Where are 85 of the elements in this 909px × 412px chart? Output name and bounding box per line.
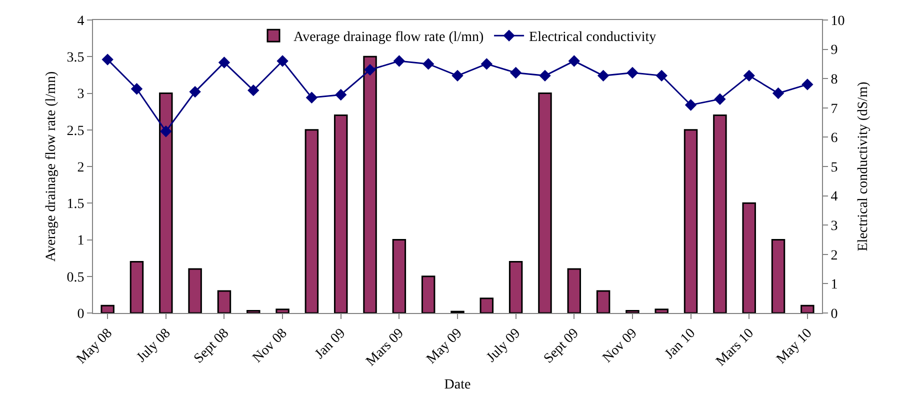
y-tick-label: 1 [77,234,84,249]
legend-label: Average drainage flow rate (l/mn) [294,30,484,46]
point [130,83,143,95]
bar [363,56,377,313]
y2-tick-label: 3 [830,219,838,234]
bar [654,308,668,313]
y2-tick-label: 9 [830,43,838,58]
point [568,55,580,67]
bar [800,304,814,313]
x-tick-label: May 10 [774,326,816,368]
y-tick-label: 3.5 [66,50,84,66]
y2-tick-label: 1 [830,278,838,293]
point [539,70,551,82]
bar [100,304,114,313]
x-tick-label: Nov 09 [600,326,640,366]
point [160,125,172,138]
point [276,55,288,67]
bar [188,268,202,313]
point [743,70,755,82]
bar [684,129,698,313]
bar [596,290,610,313]
bar [567,268,582,313]
point [656,70,668,82]
y2-tick-label: 4 [830,190,838,205]
point [335,88,347,101]
point [422,58,434,70]
point [452,70,464,82]
y2-axis-title: Electrical conductivity (dS/m) [856,81,871,252]
y-axis-title: Average drainage flow rate (l/mn) [44,71,59,262]
bar [742,202,756,313]
y2-tick-label: 5 [830,160,838,176]
x-tick-label: May 08 [74,326,116,368]
y-tick-label: 0.5 [66,270,84,286]
y-tick-label: 0 [77,306,84,322]
legend-label: Electrical conductivity [529,30,656,46]
bar [538,92,552,313]
y-tick-label: 2.5 [66,124,84,139]
point [248,84,260,96]
bar [713,114,727,313]
y2-tick-label: 0 [830,306,838,322]
x-tick-label: Nov 08 [250,326,290,366]
x-tick-label: Jan 09 [312,326,349,362]
y-tick-label: 3 [77,87,84,102]
bar [480,298,494,313]
x-tick-label: May 09 [424,326,466,368]
point [626,66,638,79]
point [510,66,522,79]
point [102,54,114,66]
bar [421,276,436,313]
bar [771,239,786,313]
point [393,55,406,67]
point [306,92,318,104]
y2-tick-label: 6 [830,131,838,146]
x-tick-label: Sept 08 [191,326,232,367]
y2-tick-label: 7 [830,102,838,117]
point [684,99,697,111]
bar [246,310,260,313]
x-tick-label: July 08 [134,326,174,366]
bar [392,239,406,313]
bar [508,260,523,313]
point [714,93,726,105]
point [218,56,230,68]
y2-tick-label: 10 [830,14,845,29]
y2-tick-label: 8 [830,72,838,88]
x-tick-label: July 09 [484,326,524,366]
bar [217,290,232,313]
bar [130,260,144,313]
bar [276,308,290,313]
point [480,58,493,70]
y-tick-label: 2 [77,160,84,176]
x-tick-label: Jan 10 [662,326,699,362]
point [597,70,610,82]
bar [304,129,319,313]
x-tick-label: Sept 09 [541,326,582,367]
y-tick-label: 4 [77,14,84,29]
point [189,86,201,98]
y-tick-label: 1.5 [66,197,84,212]
point [772,87,784,100]
bar [626,310,640,313]
point [364,64,376,76]
bar [159,92,173,313]
point [802,78,814,90]
x-axis-title: Date [444,378,471,393]
bar [334,114,348,313]
y2-tick-label: 2 [830,248,838,264]
